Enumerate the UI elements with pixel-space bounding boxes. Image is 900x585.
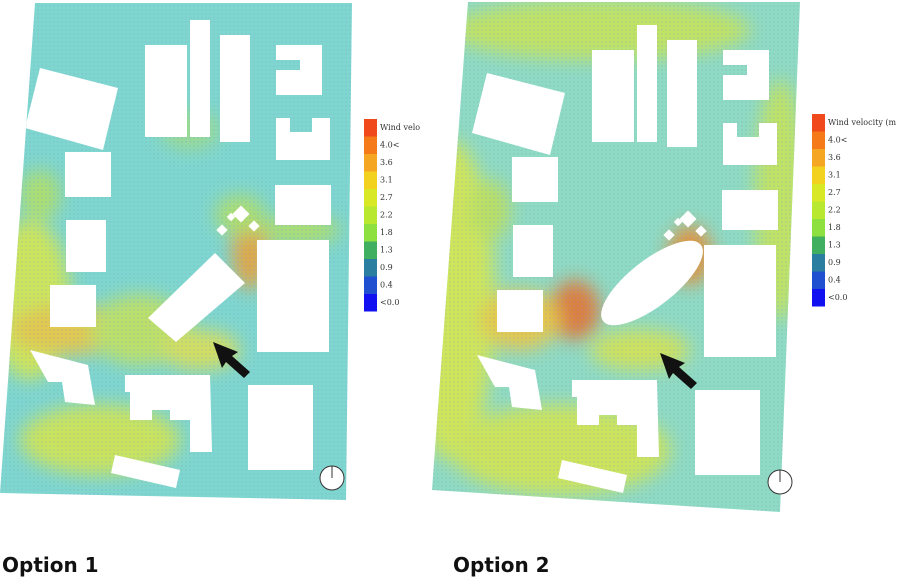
legend: Wind velocity (m 4.0< 3.6 3.1 2.7 2.2 1.8 1.3 0.… xyxy=(812,114,897,307)
legend-swatch xyxy=(364,119,377,137)
legend-label: 1.8 xyxy=(380,228,393,237)
building xyxy=(601,240,703,326)
legend-label: 0.4 xyxy=(828,275,841,284)
legend-swatch xyxy=(812,236,825,254)
legend-title: Wind velocity (m xyxy=(828,118,897,127)
legend-swatch xyxy=(364,189,377,207)
arrow xyxy=(213,342,250,378)
legend-swatch xyxy=(812,166,825,184)
legend-swatch xyxy=(364,206,377,224)
legend-swatch xyxy=(812,184,825,202)
legend-label: 4.0< xyxy=(380,140,399,149)
legend-swatch xyxy=(812,289,825,307)
legend-label: 1.8 xyxy=(828,223,841,232)
legend-label: 3.1 xyxy=(380,175,393,184)
map-option-1 xyxy=(0,3,352,500)
legend-swatch xyxy=(812,219,825,237)
legend-label: <0.0 xyxy=(828,293,847,302)
caption: Option 2 xyxy=(453,553,550,577)
map-option-2 xyxy=(432,2,800,512)
legend-label: 3.1 xyxy=(828,170,841,179)
legend-label: 3.6 xyxy=(828,153,841,162)
legend-label: 2.2 xyxy=(380,210,393,219)
legend-swatch xyxy=(364,241,377,259)
legend-label: 4.0< xyxy=(828,135,847,144)
caption: Option 1 xyxy=(2,553,99,577)
building xyxy=(148,253,245,342)
legend-swatch xyxy=(812,254,825,272)
legend-label: 0.9 xyxy=(380,263,393,272)
legend-swatch xyxy=(364,171,377,189)
arrow xyxy=(660,353,697,389)
legend-swatch xyxy=(364,154,377,172)
legend-label: 1.3 xyxy=(380,245,393,254)
legend-swatch xyxy=(364,294,377,312)
legend-swatch xyxy=(812,114,825,132)
legend-swatch xyxy=(364,224,377,242)
legend-label: 2.7 xyxy=(828,188,841,197)
legend-swatch xyxy=(364,136,377,154)
legend-label: 2.2 xyxy=(828,205,841,214)
legend-label: <0.0 xyxy=(380,298,399,307)
legend-label: 0.9 xyxy=(828,258,841,267)
legend-swatch xyxy=(364,276,377,294)
legend-title: Wind velo xyxy=(380,123,420,132)
legend-label: 0.4 xyxy=(380,280,393,289)
legend-swatch xyxy=(812,271,825,289)
legend-label: 3.6 xyxy=(380,158,393,167)
legend-label: 2.7 xyxy=(380,193,393,202)
legend-swatch xyxy=(364,259,377,277)
legend-swatch xyxy=(812,131,825,149)
legend: Wind velo 4.0< 3.6 3.1 2.7 2.2 1.8 1.3 0.9 0.4 <0.… xyxy=(364,119,420,312)
legend-label: 1.3 xyxy=(828,240,841,249)
legend-swatch xyxy=(812,149,825,167)
legend-swatch xyxy=(812,201,825,219)
